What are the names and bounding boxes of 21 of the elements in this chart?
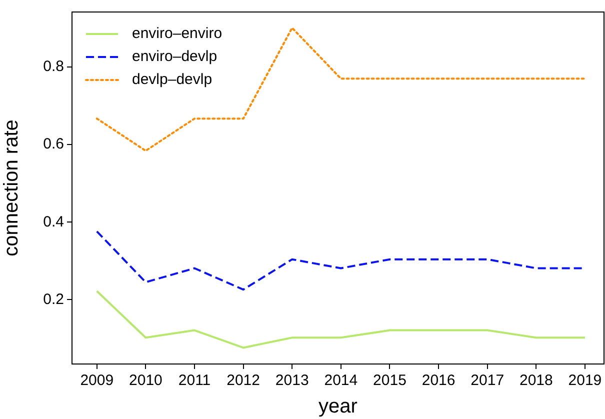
y-tick-label: 0.2	[43, 290, 64, 308]
x-tick-label: 2013	[275, 372, 309, 390]
y-tick-label: 0.8	[43, 58, 64, 76]
legend-label: enviro–devlp	[132, 48, 218, 66]
x-tick-label: 2018	[519, 372, 553, 390]
x-tick-label: 2012	[226, 372, 260, 390]
x-tick-label: 2017	[470, 372, 504, 390]
x-axis-title: year	[318, 396, 358, 418]
x-tick-label: 2010	[129, 372, 162, 390]
x-tick-label: 2011	[178, 372, 211, 390]
legend-label: devlp–devlp	[132, 71, 212, 88]
x-tick-label: 2019	[568, 372, 602, 390]
y-tick-label: 0.6	[43, 136, 64, 153]
line-series	[96, 26, 586, 152]
x-tick-label: 2014	[324, 372, 358, 390]
x-tick-label: 2015	[373, 372, 406, 390]
y-axis-title: connection rate	[0, 120, 23, 256]
y-tick-label: 0.4	[43, 213, 64, 230]
x-tick-label: 2009	[80, 372, 114, 390]
legend-label: enviro–enviro	[132, 25, 222, 42]
x-tick-label: 2016	[422, 372, 456, 390]
